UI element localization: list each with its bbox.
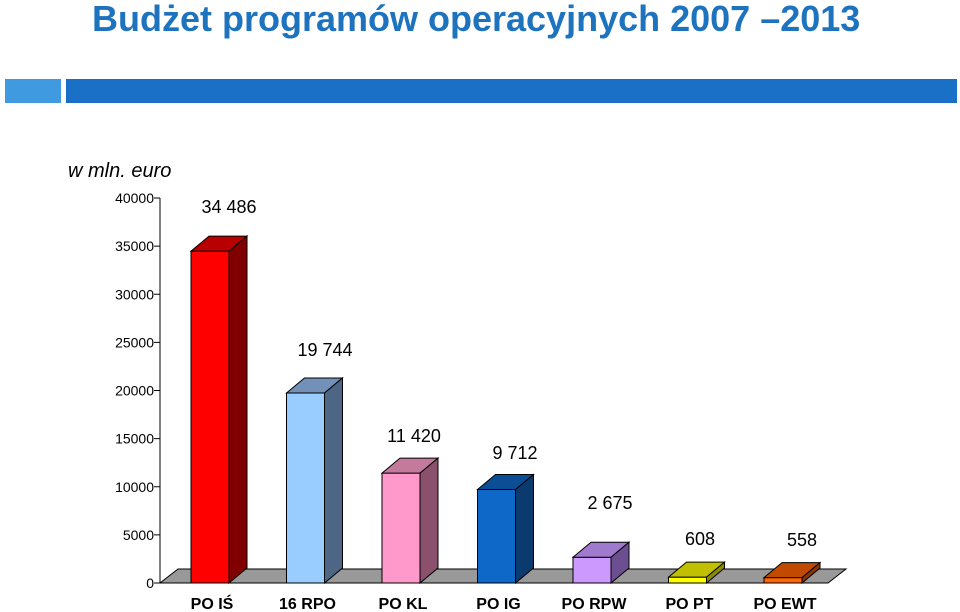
bar-front (668, 576, 707, 584)
data-label: 34 486 (201, 197, 256, 217)
data-label: 608 (685, 529, 715, 549)
x-tick-label: PO PT (665, 596, 713, 612)
x-tick-label: PO EWT (753, 596, 816, 612)
bar-side (706, 561, 725, 585)
y-tick-label: 10000 (115, 479, 154, 495)
y-tick-label: 15000 (115, 431, 154, 447)
x-tick-label: PO RPW (562, 596, 628, 612)
x-tick-label: 16 RPO (279, 596, 336, 612)
y-tick-label: 35000 (115, 238, 154, 254)
bar-front (572, 556, 612, 584)
page-title: Budżet programów operacyjnych 2007 –2013 (92, 0, 861, 39)
y-tick-label: 20000 (115, 383, 154, 399)
y-tick-label: 30000 (115, 286, 154, 302)
bar-front (190, 250, 230, 584)
y-tick-label: 25000 (115, 334, 154, 350)
y-tick-label: 40000 (115, 190, 154, 206)
data-label: 11 420 (387, 426, 441, 446)
data-label: 9 712 (492, 443, 537, 463)
bar-front (763, 577, 803, 584)
data-label: 558 (787, 530, 817, 550)
x-tick-label: PO IŚ (191, 594, 234, 612)
data-label: 19 744 (297, 340, 352, 360)
bar-front (381, 472, 421, 584)
bar-front (477, 489, 516, 584)
data-label: 2 675 (587, 493, 632, 513)
bar-side (324, 376, 343, 585)
bar-side (419, 457, 439, 585)
header-accent-bar-small (5, 79, 61, 103)
y-tick-label: 0 (146, 575, 154, 591)
unit-label: w mln. euro (68, 160, 172, 182)
bar-front (286, 392, 325, 584)
header-accent-bar-large (66, 79, 957, 103)
bar-side (228, 235, 248, 585)
bar-side (515, 473, 534, 585)
y-tick-label: 5000 (123, 527, 154, 543)
bar-side (610, 541, 630, 585)
x-tick-label: PO KL (379, 596, 428, 612)
x-tick-label: PO IG (476, 596, 520, 612)
bar-side (801, 561, 821, 585)
